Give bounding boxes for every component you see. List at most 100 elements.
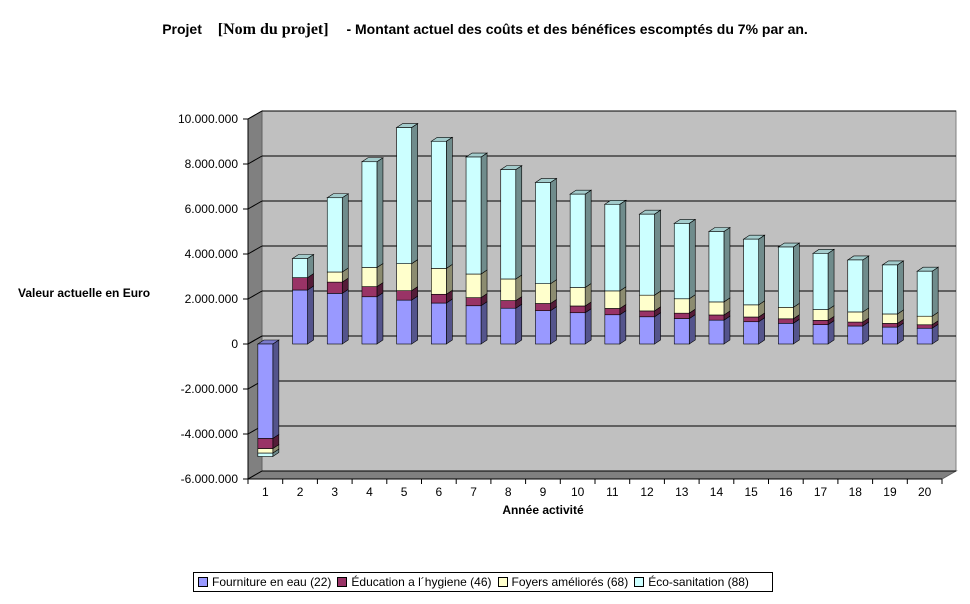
legend-swatch <box>337 577 348 587</box>
bar-segment <box>292 289 308 345</box>
bar-segment <box>778 322 794 345</box>
x-tick-label: 19 <box>883 485 897 499</box>
bar-segment-side <box>654 312 661 345</box>
bar-segment <box>257 438 274 449</box>
legend-item: Éco-sanitation (88) <box>634 575 749 589</box>
bar-segment-side <box>411 259 418 292</box>
legend-swatch <box>497 577 508 587</box>
y-tick-label: 8.000.000 <box>185 157 239 171</box>
bar-segment-side <box>584 189 592 289</box>
bar-segment <box>326 197 343 273</box>
bar-segment <box>743 321 759 345</box>
legend: Fourniture en eau (22) Éducation a l´hygi… <box>193 572 773 592</box>
bar-segment <box>569 305 586 314</box>
bar-segment <box>778 246 794 308</box>
bar-segment-side <box>480 269 488 299</box>
bar-segment <box>882 264 898 315</box>
bar-segment <box>639 213 655 296</box>
bar-segment <box>326 281 343 294</box>
bar-segment-side <box>307 285 314 345</box>
x-tick-label: 16 <box>779 485 793 499</box>
bar-segment-side <box>619 310 627 345</box>
bar-segment <box>708 319 725 345</box>
bar-segment <box>916 327 933 345</box>
y-tick-label: 6.000.000 <box>185 202 239 216</box>
bar-segment <box>465 156 482 275</box>
bar-segment <box>708 231 725 303</box>
bar-segment-side <box>654 209 661 296</box>
x-tick-label: 14 <box>710 485 724 499</box>
bar-segment-side <box>931 266 939 317</box>
legend-swatch <box>634 577 645 587</box>
bar-segment <box>743 316 759 323</box>
bar-segment <box>778 307 794 320</box>
title-prefix: Projet <box>162 21 202 37</box>
bar-segment <box>500 169 517 280</box>
bar-segment-side <box>688 314 696 345</box>
bar-segment <box>604 314 621 345</box>
bar-segment-side <box>723 315 731 345</box>
legend-item: Éducation a l´hygiene (46) <box>337 575 492 589</box>
bar-segment <box>639 310 655 318</box>
bar-segment-side <box>376 157 384 269</box>
plot-floor <box>246 470 958 480</box>
bar-segment-side <box>341 193 349 273</box>
bar-segment <box>257 448 274 454</box>
bar-segment <box>812 320 829 325</box>
bar-segment <box>604 308 621 316</box>
bar-segment-side <box>758 317 765 345</box>
bar-segment <box>535 182 551 284</box>
bar-segment-side <box>376 292 384 345</box>
bar-segment-side <box>341 288 349 345</box>
bar-segment <box>500 300 517 309</box>
bar-segment-side <box>550 306 557 345</box>
bar-segment <box>535 310 551 345</box>
x-axis-label: Année activité <box>502 503 584 517</box>
bar-segment <box>916 324 933 329</box>
zero-line-side <box>247 335 263 345</box>
bar-segment-side <box>758 234 765 306</box>
bar-segment <box>812 309 829 321</box>
bar-segment <box>882 326 898 345</box>
x-tick-label: 17 <box>814 485 828 499</box>
x-tick-label: 15 <box>744 485 758 499</box>
bar-segment-side <box>897 260 904 315</box>
bar-segment-side <box>793 242 800 308</box>
bar-segment <box>465 273 482 298</box>
bar-segment-side <box>550 177 557 285</box>
bar-segment <box>326 293 343 345</box>
x-tick-label: 20 <box>918 485 932 499</box>
bar-segment <box>673 298 690 314</box>
bar-segment <box>396 299 412 345</box>
bar-segment <box>396 263 412 291</box>
bar-segment <box>292 258 308 278</box>
bar-segment <box>916 315 933 326</box>
legend-item: Foyers améliorés (68) <box>497 575 629 589</box>
legend-label: Fourniture en eau (22) <box>212 575 332 589</box>
bar-segment <box>396 290 412 301</box>
bar-segment-side <box>515 274 523 302</box>
gridline-side <box>247 290 263 300</box>
bar-segment-side <box>480 301 488 345</box>
gridline-side <box>247 200 263 210</box>
x-tick-label: 13 <box>675 485 689 499</box>
y-tick-label: 0 <box>231 337 238 351</box>
bar-segment <box>465 297 482 307</box>
y-tick-label: 10.000.000 <box>178 112 238 126</box>
x-tick-label: 8 <box>505 485 512 499</box>
bar-segment <box>743 238 759 306</box>
bar-segment <box>847 325 864 345</box>
chart-title: Projet [Nom du projet] - Montant actuel … <box>0 21 970 39</box>
bar-segment <box>431 302 447 345</box>
x-tick-label: 12 <box>640 485 654 499</box>
bar-segment <box>847 259 864 313</box>
bar-segment <box>257 343 274 439</box>
gridline-side <box>247 155 263 165</box>
bar-segment-side <box>446 298 453 345</box>
bar-segment <box>847 311 864 323</box>
title-suffix: - Montant actuel des coûts et des bénéfi… <box>346 21 808 37</box>
bar-segment <box>361 267 378 287</box>
bar-segment-side <box>827 248 835 311</box>
y-axis-label: Valeur actuelle en Euro <box>18 286 150 300</box>
legend-label: Foyers améliorés (68) <box>511 575 629 589</box>
